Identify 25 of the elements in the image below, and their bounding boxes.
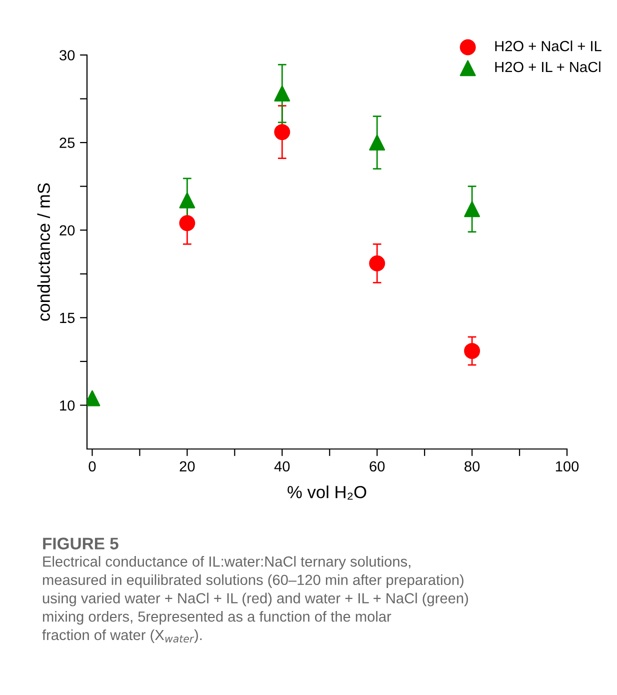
caption: FIGURE 5 (43, 538, 118, 550)
y-tick-label: 20 (60, 225, 75, 236)
y-tick-label: 25 (60, 138, 75, 148)
point (179, 192, 196, 208)
legend-label: H2O + IL + NaCl (495, 61, 600, 72)
point (274, 124, 290, 140)
x-tick-label: 0 (88, 461, 96, 472)
x-tick-label: 60 (370, 461, 385, 472)
point (274, 86, 290, 102)
point (179, 215, 196, 232)
text: Electrical conductance of IL:water:NaCl ternary solutions, measured in equilibrated solutions (60–120 min after preparation) using varied water + NaCl + IL (red) and water + IL + NaCl (green) mixing orders, 5represented as a function of the molar fraction of water (X$_{water}$). (42, 556, 468, 644)
point (369, 255, 386, 272)
x-tick-label: 40 (274, 461, 290, 472)
y-tick-label: 30 (60, 50, 75, 60)
x-tick-label: 100 (556, 461, 579, 472)
point (369, 134, 386, 151)
point (464, 342, 480, 359)
y-tick-label: 15 (60, 312, 75, 324)
y-axis-title: conductance / mS (37, 183, 50, 321)
point (464, 201, 480, 218)
x-axis-title: % vol H₂O (288, 486, 366, 500)
y-tick-label: 10 (60, 400, 75, 411)
legend-label: H2O + NaCl + IL (495, 40, 602, 52)
x-tick-label: 20 (180, 461, 195, 472)
x-tick-label: 80 (464, 461, 480, 472)
